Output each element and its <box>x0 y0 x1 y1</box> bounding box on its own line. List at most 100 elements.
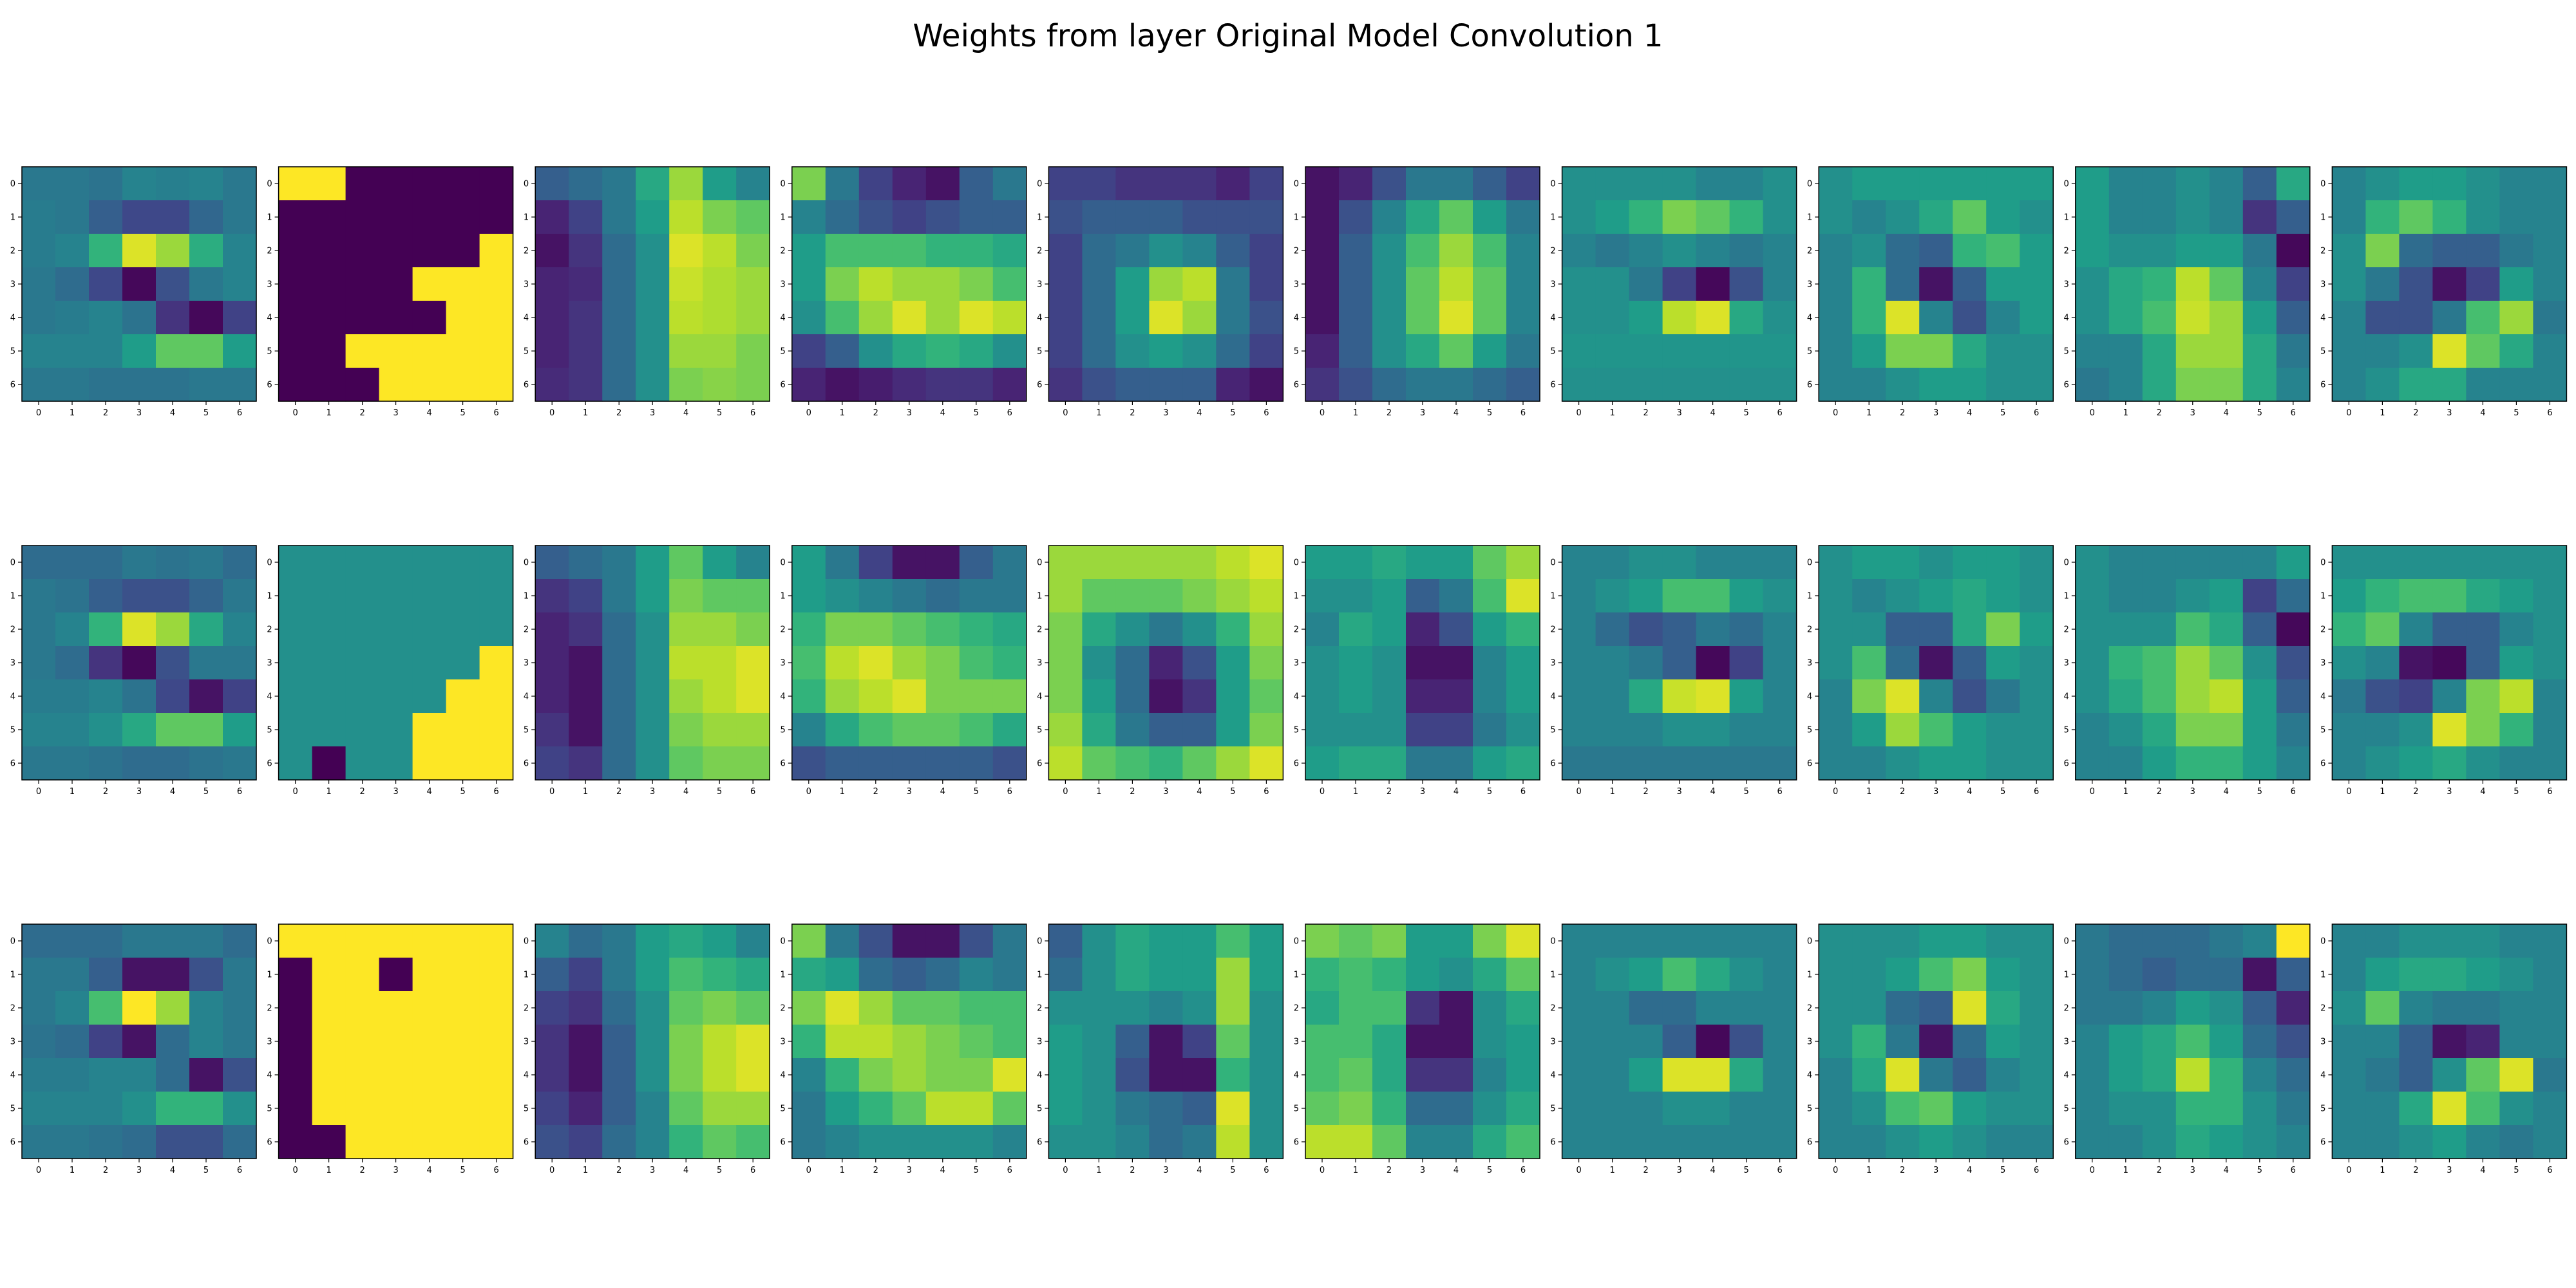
heatmap-cell <box>122 301 156 335</box>
y-tick-label: 2 <box>267 247 272 256</box>
heatmap-cell <box>2108 1058 2143 1092</box>
heatmap-cell <box>858 679 893 714</box>
heatmap-cell <box>1115 1058 1150 1092</box>
x-tick-label: 4 <box>2480 1166 2485 1175</box>
x-tick-label: 5 <box>1743 787 1748 797</box>
heatmap-cell <box>2142 1058 2177 1092</box>
heatmap-cell <box>2142 746 2177 781</box>
heatmap-cell <box>2365 200 2400 234</box>
x-tick-label: 4 <box>170 787 175 797</box>
heatmap-cell <box>2142 1125 2177 1159</box>
heatmap-cell <box>1115 545 1150 580</box>
heatmap-cell <box>959 368 994 402</box>
x-tick-label: 4 <box>1710 408 1715 418</box>
heatmap-cell <box>2533 368 2567 402</box>
x-tick-label: 3 <box>650 1166 655 1175</box>
heatmap-cell <box>1729 958 1764 992</box>
heatmap-cell <box>1986 1025 2020 1059</box>
heatmap-cell <box>535 1058 569 1092</box>
heatmap-cell <box>736 545 770 580</box>
heatmap-cell <box>1852 746 1886 781</box>
heatmap-cell <box>1852 991 1886 1025</box>
heatmap-cell <box>278 200 313 234</box>
heatmap-cell <box>2276 545 2311 580</box>
heatmap-cell <box>1339 334 1373 368</box>
heatmap-cell <box>1662 612 1697 647</box>
heatmap-cell <box>636 958 670 992</box>
heatmap-cell <box>1919 612 1953 647</box>
heatmap-cell <box>89 167 123 201</box>
heatmap-cell <box>959 301 994 335</box>
heatmap-cell <box>992 1092 1027 1126</box>
heatmap-cell <box>345 1125 380 1159</box>
heatmap-cell <box>1562 958 1596 992</box>
x-tick-label: 3 <box>2447 787 2452 797</box>
x-tick-label: 1 <box>2380 408 2385 418</box>
heatmap-cell <box>1216 267 1250 301</box>
heatmap-cell <box>1986 234 2020 268</box>
heatmap-cell <box>2533 334 2567 368</box>
heatmap-cell <box>2399 679 2433 714</box>
heatmap-cell <box>636 924 670 958</box>
heatmap-cell <box>1082 267 1116 301</box>
heatmap-cell <box>992 1025 1027 1059</box>
heatmap-cell <box>2142 679 2177 714</box>
heatmap-cell <box>22 334 56 368</box>
heatmap-cell <box>1305 368 1340 402</box>
heatmap-cell <box>1406 1025 1440 1059</box>
heatmap-cell <box>1919 1025 1953 1059</box>
x-tick-label: 5 <box>204 787 209 797</box>
x-tick-label: 5 <box>2257 1166 2262 1175</box>
heatmap-cell <box>2533 200 2567 234</box>
y-tick-label: 5 <box>524 347 529 357</box>
heatmap-cell <box>2175 545 2210 580</box>
heatmap-cell <box>223 267 257 301</box>
heatmap-cell <box>2020 234 2054 268</box>
heatmap-cell <box>1339 991 1373 1025</box>
heatmap-cell <box>1305 958 1340 992</box>
heatmap-cell <box>2209 924 2244 958</box>
y-tick-label: 6 <box>1294 1138 1299 1148</box>
heatmap-cell <box>223 579 257 613</box>
x-tick-label: 2 <box>2157 787 2162 797</box>
x-tick-label: 0 <box>292 408 298 418</box>
heatmap-cell <box>1216 545 1250 580</box>
heatmap-cell <box>55 368 90 402</box>
heatmap-cell <box>858 234 893 268</box>
heatmap-cell <box>736 991 770 1025</box>
heatmap-cell <box>1115 368 1150 402</box>
heatmap-cell <box>278 713 313 747</box>
y-tick-label: 5 <box>267 726 272 735</box>
heatmap-cell <box>1953 1025 1987 1059</box>
heatmap-cell <box>669 368 703 402</box>
heatmap-cell <box>2365 679 2400 714</box>
heatmap-cell <box>1696 991 1730 1025</box>
heatmap-cell <box>1595 368 1630 402</box>
heatmap-cell <box>1182 234 1217 268</box>
heatmap-cell <box>1082 1092 1116 1126</box>
heatmap-cell <box>992 1058 1027 1092</box>
heatmap-cell <box>1216 612 1250 647</box>
heatmap-cell <box>2075 234 2110 268</box>
heatmap-cell <box>2432 334 2467 368</box>
heatmap-cell <box>1919 1125 1953 1159</box>
heatmap-cell <box>1629 1058 1663 1092</box>
heatmap-cell <box>2499 579 2533 613</box>
heatmap-cell <box>379 679 413 714</box>
heatmap-cell <box>345 991 380 1025</box>
heatmap-cell <box>1372 234 1406 268</box>
heatmap-cell <box>1149 200 1183 234</box>
x-tick-label: 3 <box>2190 408 2195 418</box>
x-tick-label: 4 <box>2224 787 2229 797</box>
heatmap-cell <box>1919 579 1953 613</box>
heatmap-cell <box>858 200 893 234</box>
heatmap-cell <box>1886 646 1920 680</box>
heatmap-cell <box>1115 713 1150 747</box>
x-tick-label: 3 <box>1933 1166 1938 1175</box>
x-tick-label: 2 <box>103 787 108 797</box>
heatmap-cell <box>223 1025 257 1059</box>
x-tick-label: 3 <box>907 408 912 418</box>
y-tick-label: 0 <box>1550 937 1555 947</box>
heatmap-cell <box>736 334 770 368</box>
heatmap-cell <box>1595 612 1630 647</box>
